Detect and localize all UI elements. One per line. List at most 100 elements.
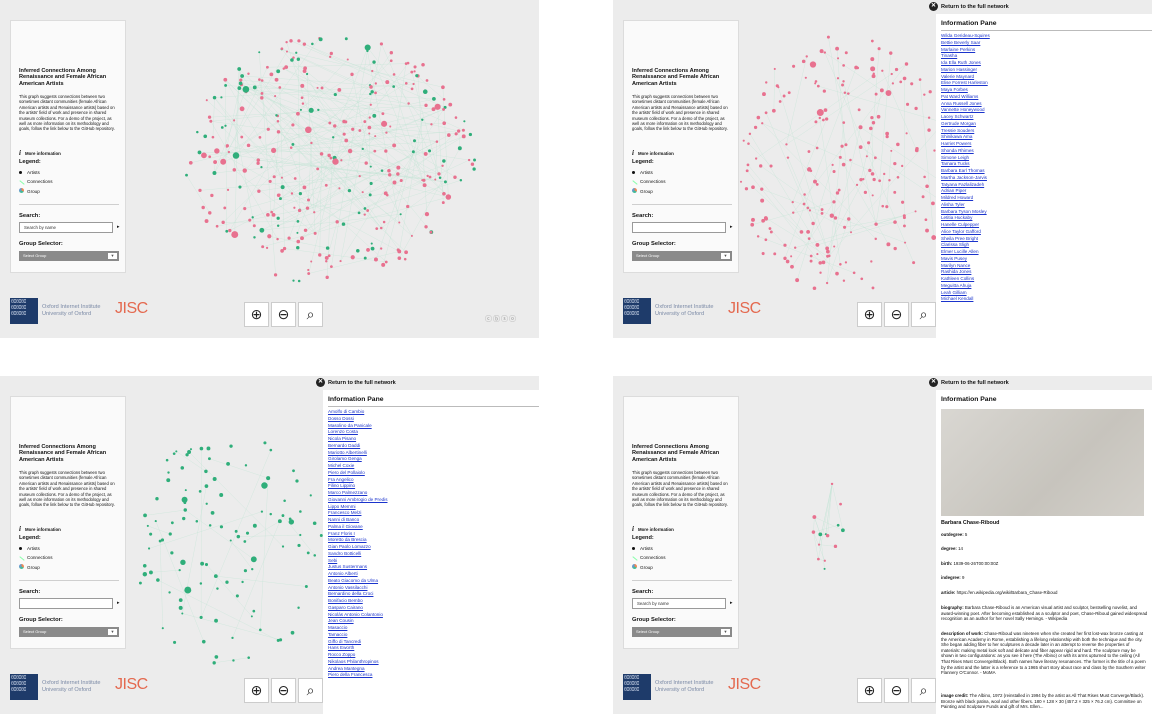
artist-node[interactable]: [351, 127, 355, 131]
list-item[interactable]: Shonda Rhimes: [941, 147, 974, 153]
artist-node[interactable]: [149, 532, 153, 536]
artist-node[interactable]: [384, 149, 388, 153]
group-selector[interactable]: Select Group ▼: [19, 627, 119, 637]
artist-node[interactable]: [361, 147, 364, 151]
artist-node[interactable]: [388, 173, 392, 177]
artist-node[interactable]: [213, 160, 218, 164]
artist-node[interactable]: [332, 136, 335, 139]
artist-node[interactable]: [260, 165, 263, 169]
artist-node[interactable]: [833, 216, 838, 220]
artist-node[interactable]: [422, 183, 427, 188]
artist-node[interactable]: [223, 77, 228, 82]
search-input[interactable]: [632, 222, 726, 233]
artist-node[interactable]: [751, 185, 755, 190]
artist-node[interactable]: [903, 224, 906, 228]
artist-node[interactable]: [175, 450, 178, 453]
artist-node[interactable]: [272, 175, 276, 179]
artist-node[interactable]: [885, 90, 892, 96]
artist-node[interactable]: [814, 82, 817, 85]
artist-node[interactable]: [833, 544, 838, 549]
artist-node[interactable]: [158, 539, 162, 543]
artist-node[interactable]: [885, 205, 889, 209]
artist-node[interactable]: [448, 102, 453, 107]
artist-node[interactable]: [870, 115, 874, 120]
artist-node[interactable]: [243, 207, 247, 211]
zoom-in-button[interactable]: ⊕: [244, 678, 269, 703]
artist-node[interactable]: [768, 227, 772, 230]
artist-node[interactable]: [842, 121, 846, 124]
artist-node[interactable]: [747, 142, 750, 145]
artist-node[interactable]: [277, 519, 282, 524]
list-item[interactable]: Mildred Howard: [941, 195, 974, 200]
artist-node[interactable]: [235, 594, 239, 598]
artist-node[interactable]: [274, 95, 277, 98]
return-button[interactable]: ✕ Return to the full network: [929, 378, 1009, 387]
artist-node[interactable]: [147, 547, 151, 550]
artist-node[interactable]: [396, 172, 400, 176]
artist-node[interactable]: [871, 286, 875, 290]
artist-node[interactable]: [358, 174, 361, 178]
artist-node[interactable]: [804, 76, 807, 79]
artist-node[interactable]: [215, 224, 219, 228]
artist-node[interactable]: [329, 265, 333, 269]
artist-node[interactable]: [874, 222, 878, 226]
artist-node[interactable]: [829, 213, 835, 218]
artist-node[interactable]: [410, 87, 414, 91]
zoom-out-button[interactable]: ⊖: [884, 302, 909, 327]
artist-node[interactable]: [389, 125, 392, 128]
zoom-reset-button[interactable]: ⌕: [911, 302, 936, 327]
artist-node[interactable]: [820, 208, 824, 211]
artist-node[interactable]: [299, 108, 302, 111]
artist-node[interactable]: [925, 228, 929, 233]
artist-node[interactable]: [854, 65, 859, 70]
artist-node[interactable]: [226, 461, 230, 466]
artist-node[interactable]: [870, 39, 874, 43]
artist-node[interactable]: [371, 69, 374, 73]
artist-node[interactable]: [806, 167, 812, 172]
artist-node[interactable]: [783, 256, 787, 261]
artist-node[interactable]: [398, 221, 401, 224]
artist-node[interactable]: [373, 149, 377, 153]
artist-node[interactable]: [794, 246, 797, 249]
artist-node[interactable]: [201, 152, 207, 159]
list-item[interactable]: Giffo di Tancredi: [328, 638, 362, 644]
artist-node[interactable]: [201, 639, 206, 644]
artist-node[interactable]: [183, 508, 187, 512]
artist-node[interactable]: [750, 222, 755, 227]
artist-node[interactable]: [806, 206, 810, 210]
artist-node[interactable]: [234, 529, 238, 533]
artist-node[interactable]: [862, 177, 865, 181]
artist-node[interactable]: [819, 271, 822, 274]
artist-node[interactable]: [276, 120, 280, 123]
artist-node[interactable]: [835, 46, 840, 51]
artist-node[interactable]: [868, 168, 872, 173]
list-item[interactable]: Ida Ella Ruth Jones: [941, 60, 981, 65]
artist-node[interactable]: [209, 119, 213, 123]
artist-node[interactable]: [327, 153, 331, 158]
artist-node[interactable]: [296, 239, 301, 244]
artist-node[interactable]: [844, 51, 848, 55]
artist-node[interactable]: [328, 121, 332, 125]
artist-node[interactable]: [364, 161, 368, 165]
artist-node[interactable]: [161, 627, 164, 630]
artist-node[interactable]: [765, 81, 768, 84]
artist-node[interactable]: [468, 132, 473, 137]
artist-node[interactable]: [931, 201, 935, 206]
artist-node[interactable]: [196, 130, 199, 134]
artist-node[interactable]: [467, 158, 471, 162]
artist-node[interactable]: [857, 108, 861, 112]
artist-node[interactable]: [407, 102, 410, 105]
artist-node[interactable]: [387, 169, 391, 173]
artist-node[interactable]: [403, 257, 407, 261]
artist-node[interactable]: [220, 158, 227, 165]
artist-node[interactable]: [208, 211, 212, 215]
artist-node[interactable]: [761, 218, 765, 223]
artist-node[interactable]: [290, 630, 295, 635]
artist-node[interactable]: [329, 156, 333, 160]
artist-node[interactable]: [296, 245, 300, 250]
artist-node[interactable]: [764, 111, 768, 115]
artist-node[interactable]: [871, 121, 876, 125]
artist-node[interactable]: [847, 217, 851, 221]
list-item[interactable]: Marilyn Nance: [941, 262, 971, 268]
artist-node[interactable]: [256, 161, 260, 165]
